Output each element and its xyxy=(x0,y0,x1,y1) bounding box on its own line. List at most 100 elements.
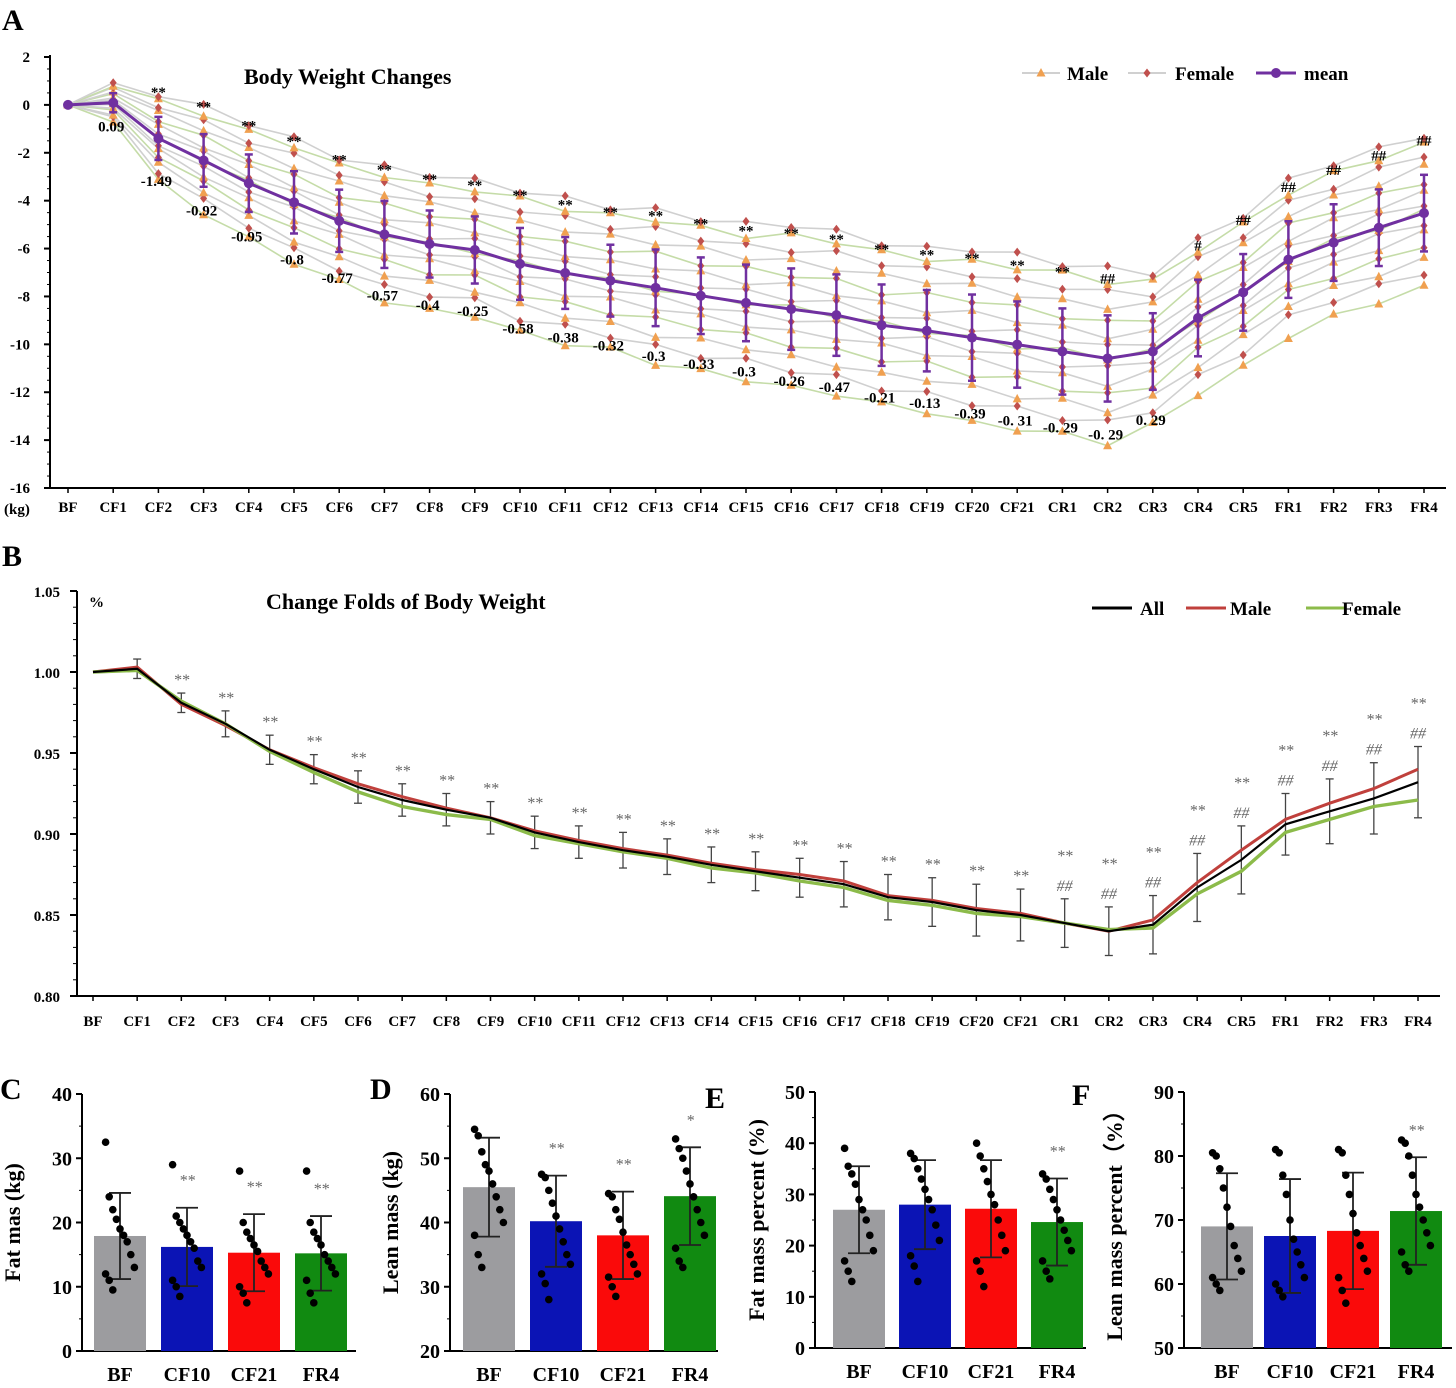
data-point xyxy=(1226,1222,1235,1231)
mean-point xyxy=(1373,222,1384,233)
x-tick-label-b: CF17 xyxy=(826,1014,861,1030)
y-tick-label: 40 xyxy=(420,1213,440,1235)
significance-mark: ** xyxy=(1049,1144,1065,1161)
data-point xyxy=(310,1228,318,1236)
x-tick-label-a: CR2 xyxy=(1093,500,1122,516)
y-tick-label-a: -6 xyxy=(18,242,31,258)
significance-star-b: ** xyxy=(1278,743,1294,760)
male-point xyxy=(515,214,525,224)
male-point xyxy=(515,325,525,334)
female-point xyxy=(832,224,840,234)
x-tick-label-b: CF16 xyxy=(782,1014,817,1030)
mean-point xyxy=(695,290,706,301)
data-point xyxy=(548,1199,557,1208)
mean-point xyxy=(1328,237,1339,248)
male-point xyxy=(1012,393,1022,403)
data-point xyxy=(990,1200,999,1209)
y-tick-label-a: -2 xyxy=(18,146,31,162)
data-point xyxy=(1401,1261,1409,1269)
female-point xyxy=(1420,152,1428,162)
change-annotation: -0.13 xyxy=(909,396,940,412)
x-tick-label-a: CF3 xyxy=(190,500,218,516)
x-tick-label: CF10 xyxy=(1267,1361,1314,1383)
y-tick-label: 80 xyxy=(1154,1146,1174,1168)
male-point xyxy=(1103,407,1113,417)
data-point xyxy=(604,1273,613,1281)
female-point xyxy=(787,223,795,232)
x-tick-label-b: BF xyxy=(83,1014,102,1030)
data-point xyxy=(250,1241,258,1249)
significance-mark: ** xyxy=(332,153,347,169)
female-point xyxy=(426,172,434,182)
x-tick-label: FR4 xyxy=(1039,1361,1076,1383)
y-tick-label: 30 xyxy=(420,1277,440,1299)
male-point xyxy=(334,251,344,261)
significance-mark: * xyxy=(686,1112,694,1129)
male-point xyxy=(922,278,932,288)
legend-male-label: Male xyxy=(1230,599,1271,620)
significance-mark: ** xyxy=(784,226,799,242)
change-annotation: -0.39 xyxy=(954,406,985,422)
female-point xyxy=(154,103,162,113)
x-tick-label-a: CF16 xyxy=(774,500,809,516)
x-tick-label-b: CF21 xyxy=(1003,1014,1038,1030)
data-point xyxy=(994,1216,1002,1224)
female-point xyxy=(1284,173,1292,183)
x-tick-label-b: CF20 xyxy=(959,1014,994,1030)
female-point xyxy=(1375,279,1383,289)
x-tick-label-a: CF1 xyxy=(99,500,127,516)
y-tick-label: 50 xyxy=(1154,1338,1174,1360)
female-point xyxy=(742,216,750,226)
mean-point xyxy=(876,320,887,331)
change-annotation: -0.25 xyxy=(457,304,488,320)
x-tick-label-a: CF4 xyxy=(235,500,263,516)
legend-mean-marker xyxy=(1271,68,1281,78)
female-point xyxy=(335,155,343,165)
male-point xyxy=(1193,362,1203,372)
significance-star-b: ** xyxy=(880,854,896,871)
x-tick-label-b: CF4 xyxy=(256,1014,284,1030)
male-point xyxy=(560,227,570,236)
female-point xyxy=(471,173,479,183)
data-point xyxy=(671,1135,680,1143)
y-tick-label-a: -16 xyxy=(10,481,30,497)
series-line-all xyxy=(92,667,1419,933)
female-point xyxy=(697,236,705,246)
significance-hash-b: ## xyxy=(1322,758,1339,775)
x-tick-label-a: CR5 xyxy=(1229,500,1258,516)
x-tick-label-a: CF9 xyxy=(461,500,489,516)
x-tick-label-b: CR2 xyxy=(1094,1014,1123,1030)
male-point xyxy=(560,340,570,350)
male-point xyxy=(786,253,796,263)
male-point xyxy=(244,210,254,219)
female-point xyxy=(878,241,886,251)
female-point xyxy=(923,387,931,396)
male-point xyxy=(1193,270,1203,279)
panel-e: E Fat mass percent (%) 0 10 20 30 40 50 BF CF10 CF… xyxy=(705,1082,1086,1383)
panel-label-e: E xyxy=(705,1082,725,1115)
data-point xyxy=(1289,1235,1298,1243)
male-point xyxy=(651,332,661,341)
data-point xyxy=(697,1218,705,1227)
significance-mark: ** xyxy=(615,1157,631,1174)
male-point xyxy=(425,178,435,187)
data-point xyxy=(1397,1248,1406,1256)
data-point xyxy=(197,1263,206,1272)
data-point xyxy=(1360,1254,1368,1263)
data-point xyxy=(980,1165,988,1173)
x-tick-label-b: CR5 xyxy=(1227,1014,1256,1030)
y-tick-label-b: 1.00 xyxy=(34,666,60,682)
male-point xyxy=(877,396,887,406)
data-point xyxy=(116,1225,124,1233)
male-point xyxy=(741,233,751,242)
data-point xyxy=(172,1212,180,1220)
data-point xyxy=(324,1257,333,1265)
panel-label-b: B xyxy=(2,540,22,573)
x-tick-label: BF xyxy=(476,1364,502,1386)
female-point xyxy=(878,386,886,396)
legend-female-label: Female xyxy=(1342,599,1401,620)
data-point xyxy=(858,1205,867,1214)
data-point xyxy=(848,1170,856,1178)
male-point xyxy=(1057,393,1067,402)
legend-male-label: Male xyxy=(1067,64,1108,85)
